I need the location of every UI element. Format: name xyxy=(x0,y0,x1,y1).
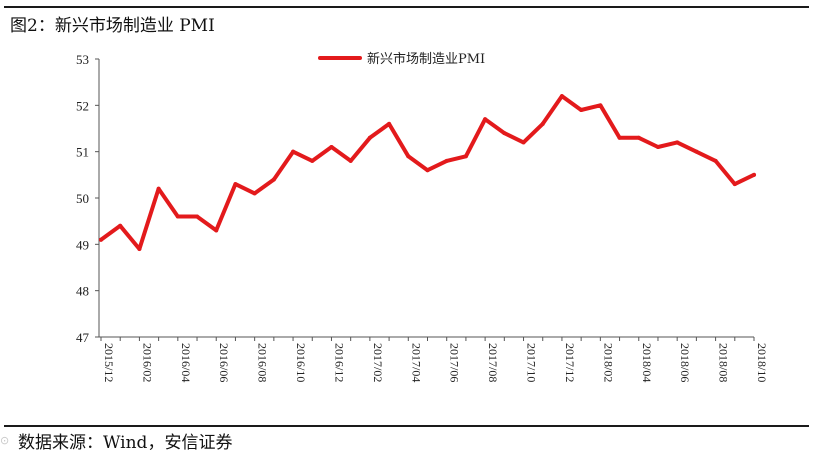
x-tick-label: 2016/06 xyxy=(217,343,231,382)
data-point xyxy=(752,172,756,177)
data-point xyxy=(425,168,430,173)
x-axis-ticks: 2015/12 2016/02 2016/04 2016/06 2016/08 2016/… xyxy=(100,337,769,382)
series-layer xyxy=(99,94,756,251)
data-point xyxy=(713,158,718,163)
x-tick-label: 2016/02 xyxy=(140,343,154,382)
x-tick-label: 2018/06 xyxy=(678,343,692,382)
y-axis-ticks: 47 48 49 50 51 52 53 xyxy=(76,52,99,345)
data-point xyxy=(156,186,161,191)
data-point xyxy=(521,140,526,145)
data-point xyxy=(367,135,372,140)
x-tick-label: 2016/10 xyxy=(294,343,308,382)
data-point xyxy=(387,121,392,126)
data-point xyxy=(99,237,103,242)
x-tick-label: 2017/02 xyxy=(371,343,385,382)
data-point xyxy=(483,117,488,122)
y-tick-label: 52 xyxy=(76,98,89,113)
data-point xyxy=(540,121,545,126)
data-point xyxy=(252,191,257,196)
data-point xyxy=(463,154,468,159)
data-point xyxy=(137,246,142,251)
data-point xyxy=(406,154,411,159)
x-tick-label: 2018/04 xyxy=(640,343,654,382)
data-point xyxy=(233,182,238,187)
data-point xyxy=(329,145,334,150)
x-tick-label: 2017/08 xyxy=(486,343,500,382)
data-point xyxy=(195,214,200,219)
series-line xyxy=(99,94,756,251)
x-tick-label: 2018/08 xyxy=(717,343,731,382)
y-tick-label: 49 xyxy=(76,237,89,252)
x-tick-label: 2017/10 xyxy=(525,343,539,382)
data-point xyxy=(675,140,680,145)
x-tick-label: 2017/06 xyxy=(448,343,462,382)
data-point xyxy=(559,94,564,99)
data-point xyxy=(271,177,276,182)
source-note: 数据来源：Wind，安信证券 xyxy=(18,433,233,453)
bottom-rule xyxy=(4,425,809,427)
data-point xyxy=(214,228,219,233)
x-tick-label: 2015/12 xyxy=(102,343,116,382)
top-rule xyxy=(4,6,809,8)
x-tick-label: 2018/02 xyxy=(601,343,615,382)
axes xyxy=(98,59,754,338)
data-point xyxy=(118,223,123,228)
data-point xyxy=(579,107,584,112)
y-tick-label: 50 xyxy=(76,191,89,206)
x-tick-label: 2016/08 xyxy=(256,343,270,382)
data-point xyxy=(655,145,660,150)
y-tick-label: 48 xyxy=(76,284,89,299)
data-point xyxy=(636,135,641,140)
pmi-line-chart: 47 48 49 50 51 52 53 2015/12 2016/02 2016/04 2016… xyxy=(76,51,769,382)
x-tick-label: 2017/04 xyxy=(409,343,423,382)
data-point xyxy=(444,158,449,163)
legend: 新兴市场制造业PMI xyxy=(318,51,485,67)
legend-label: 新兴市场制造业PMI xyxy=(367,51,485,67)
figure-title: 图2：新兴市场制造业 PMI xyxy=(10,16,215,36)
data-point xyxy=(175,214,180,219)
data-point xyxy=(291,149,296,154)
data-point xyxy=(348,158,353,163)
data-point xyxy=(732,182,737,187)
y-tick-label: 51 xyxy=(76,145,89,160)
y-tick-label: 53 xyxy=(76,52,89,67)
x-tick-label: 2016/12 xyxy=(332,343,346,382)
data-point xyxy=(617,135,622,140)
data-point xyxy=(598,103,603,108)
x-tick-label: 2017/12 xyxy=(563,343,577,382)
data-point xyxy=(694,149,699,154)
watermark-logo-icon: ⊙ xyxy=(0,434,10,447)
data-point xyxy=(502,131,507,136)
x-tick-label: 2018/10 xyxy=(755,343,769,382)
y-tick-label: 47 xyxy=(76,330,90,345)
x-tick-label: 2016/04 xyxy=(179,343,193,382)
data-point xyxy=(310,158,315,163)
